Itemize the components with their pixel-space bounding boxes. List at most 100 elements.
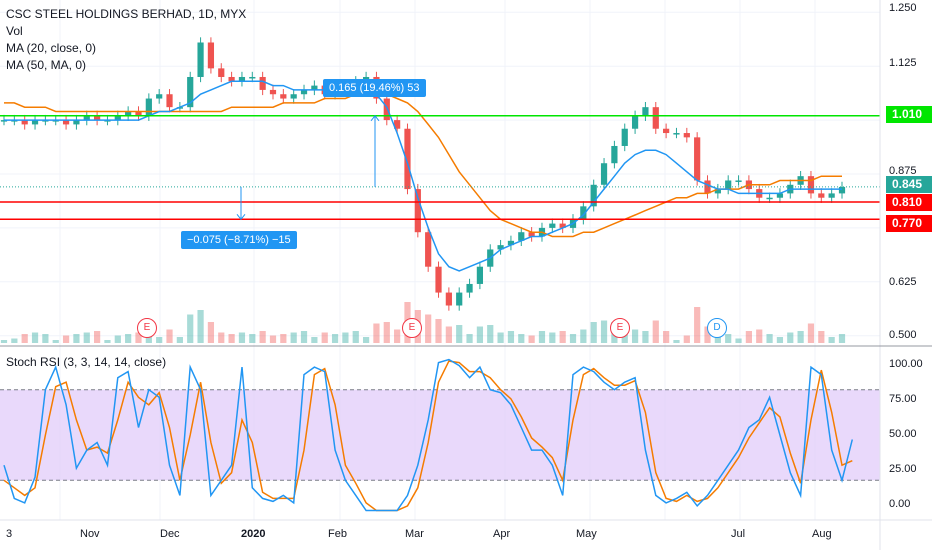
candle-body [83,115,90,121]
volume-bar [828,337,835,343]
volume-bar [456,325,463,343]
legend-vol[interactable]: Vol [6,24,23,38]
candle-body [559,223,566,228]
candle-body [445,292,452,306]
measure-up-arrowhead [370,114,380,122]
volume-bar [311,337,318,343]
volume-bar [228,334,235,343]
y-tick-price: 1.125 [889,57,917,69]
last-price-label: 0.845 [886,176,932,193]
candle-body [838,186,846,194]
volume-bar [321,332,328,343]
candle-body [114,115,121,121]
volume-bar [42,334,49,343]
y-tick-rsi: 25.00 [889,463,917,475]
earnings-badge[interactable]: E [402,318,422,338]
volume-bar [342,332,349,343]
volume-bar [487,325,494,343]
volume-bar [249,334,256,343]
candle-body [497,245,504,250]
y-tick-price: 0.500 [889,329,917,341]
volume-bar [600,320,608,343]
volume-bar [62,335,70,343]
dividend-badge[interactable]: D [707,318,727,338]
candle-body [62,120,70,125]
level-label-0810[interactable]: 0.810 [886,194,932,211]
volume-bar [528,335,535,343]
candle-body [394,120,401,129]
candle-body [156,94,163,99]
volume-bar [52,340,59,343]
candle-body [735,180,742,182]
candle-body [383,98,390,121]
volume-bar [21,334,28,343]
x-tick: Apr [493,528,511,540]
measure-arrows [236,114,380,221]
volume-bar [73,334,80,343]
volume-bar [787,332,794,343]
candle-body [828,193,835,198]
candle-body [404,128,411,190]
volume-bar [166,329,173,343]
x-tick: Nov [80,528,100,540]
candle-body [104,120,111,122]
candle-body [414,189,421,233]
y-tick-rsi: 0.00 [889,498,911,510]
candle-body [228,76,235,82]
measure-down-arrowhead [236,213,246,221]
earnings-badge[interactable]: E [137,318,157,338]
y-tick-rsi: 75.00 [889,393,917,405]
volume-bar [31,332,39,343]
volume-bar [373,323,380,343]
candle-body [818,193,825,198]
horizontal-levels[interactable] [0,115,880,221]
volume-bar [725,334,732,343]
rsi-k-line [3,358,854,512]
earnings-badge[interactable]: E [610,318,630,338]
volume-bar [445,326,452,343]
volume-bar [838,334,846,343]
candle-body [663,128,670,134]
candle-body [766,197,773,200]
volume-bar [11,338,18,343]
legend-ma50[interactable]: MA (50, MA, 0) [6,58,87,72]
candle-body [31,120,39,125]
candle-body [507,240,515,246]
volume-bar [766,334,773,343]
rsi-band [0,389,880,481]
level-label-0770[interactable]: 0.770 [886,215,932,232]
candle-body [145,98,152,116]
candle-body [290,94,297,99]
volume-bar [807,323,815,343]
level-label-1010[interactable]: 1.010 [886,106,932,123]
volume-bar [280,334,287,343]
volume-bar [125,334,132,343]
volume-bar [238,332,246,343]
volume-bar [818,331,825,343]
legend-ma20[interactable]: MA (20, close, 0) [6,41,97,55]
volume-bar [83,332,90,343]
volume-bar [704,326,711,343]
volume-bar [176,337,183,343]
moving-averages [4,80,842,272]
candle-body [280,94,287,99]
candle-body [425,232,432,267]
y-tick-rsi: 50.00 [889,428,917,440]
volume-bar [383,322,390,343]
measure-up-label[interactable]: 0.165 (19.46%) 53 [323,79,426,97]
rsi-band-fill [0,389,880,481]
volume-bar [776,337,784,343]
volume-bar [94,331,101,343]
volume-bar [362,337,370,343]
rsi-legend[interactable]: Stoch RSI (3, 3, 14, 14, close) [6,355,167,369]
candle-body [673,133,680,135]
volume-bar [569,334,577,343]
volume-bar [207,322,215,343]
measure-down-label[interactable]: −0.075 (−8.71%) −15 [181,231,297,249]
candle-body [21,120,28,125]
chart-title: CSC STEEL HOLDINGS BERHAD, 1D, MYX [6,7,247,21]
candles [0,37,846,311]
x-tick: 3 [6,528,13,540]
volume-bar [745,331,752,343]
